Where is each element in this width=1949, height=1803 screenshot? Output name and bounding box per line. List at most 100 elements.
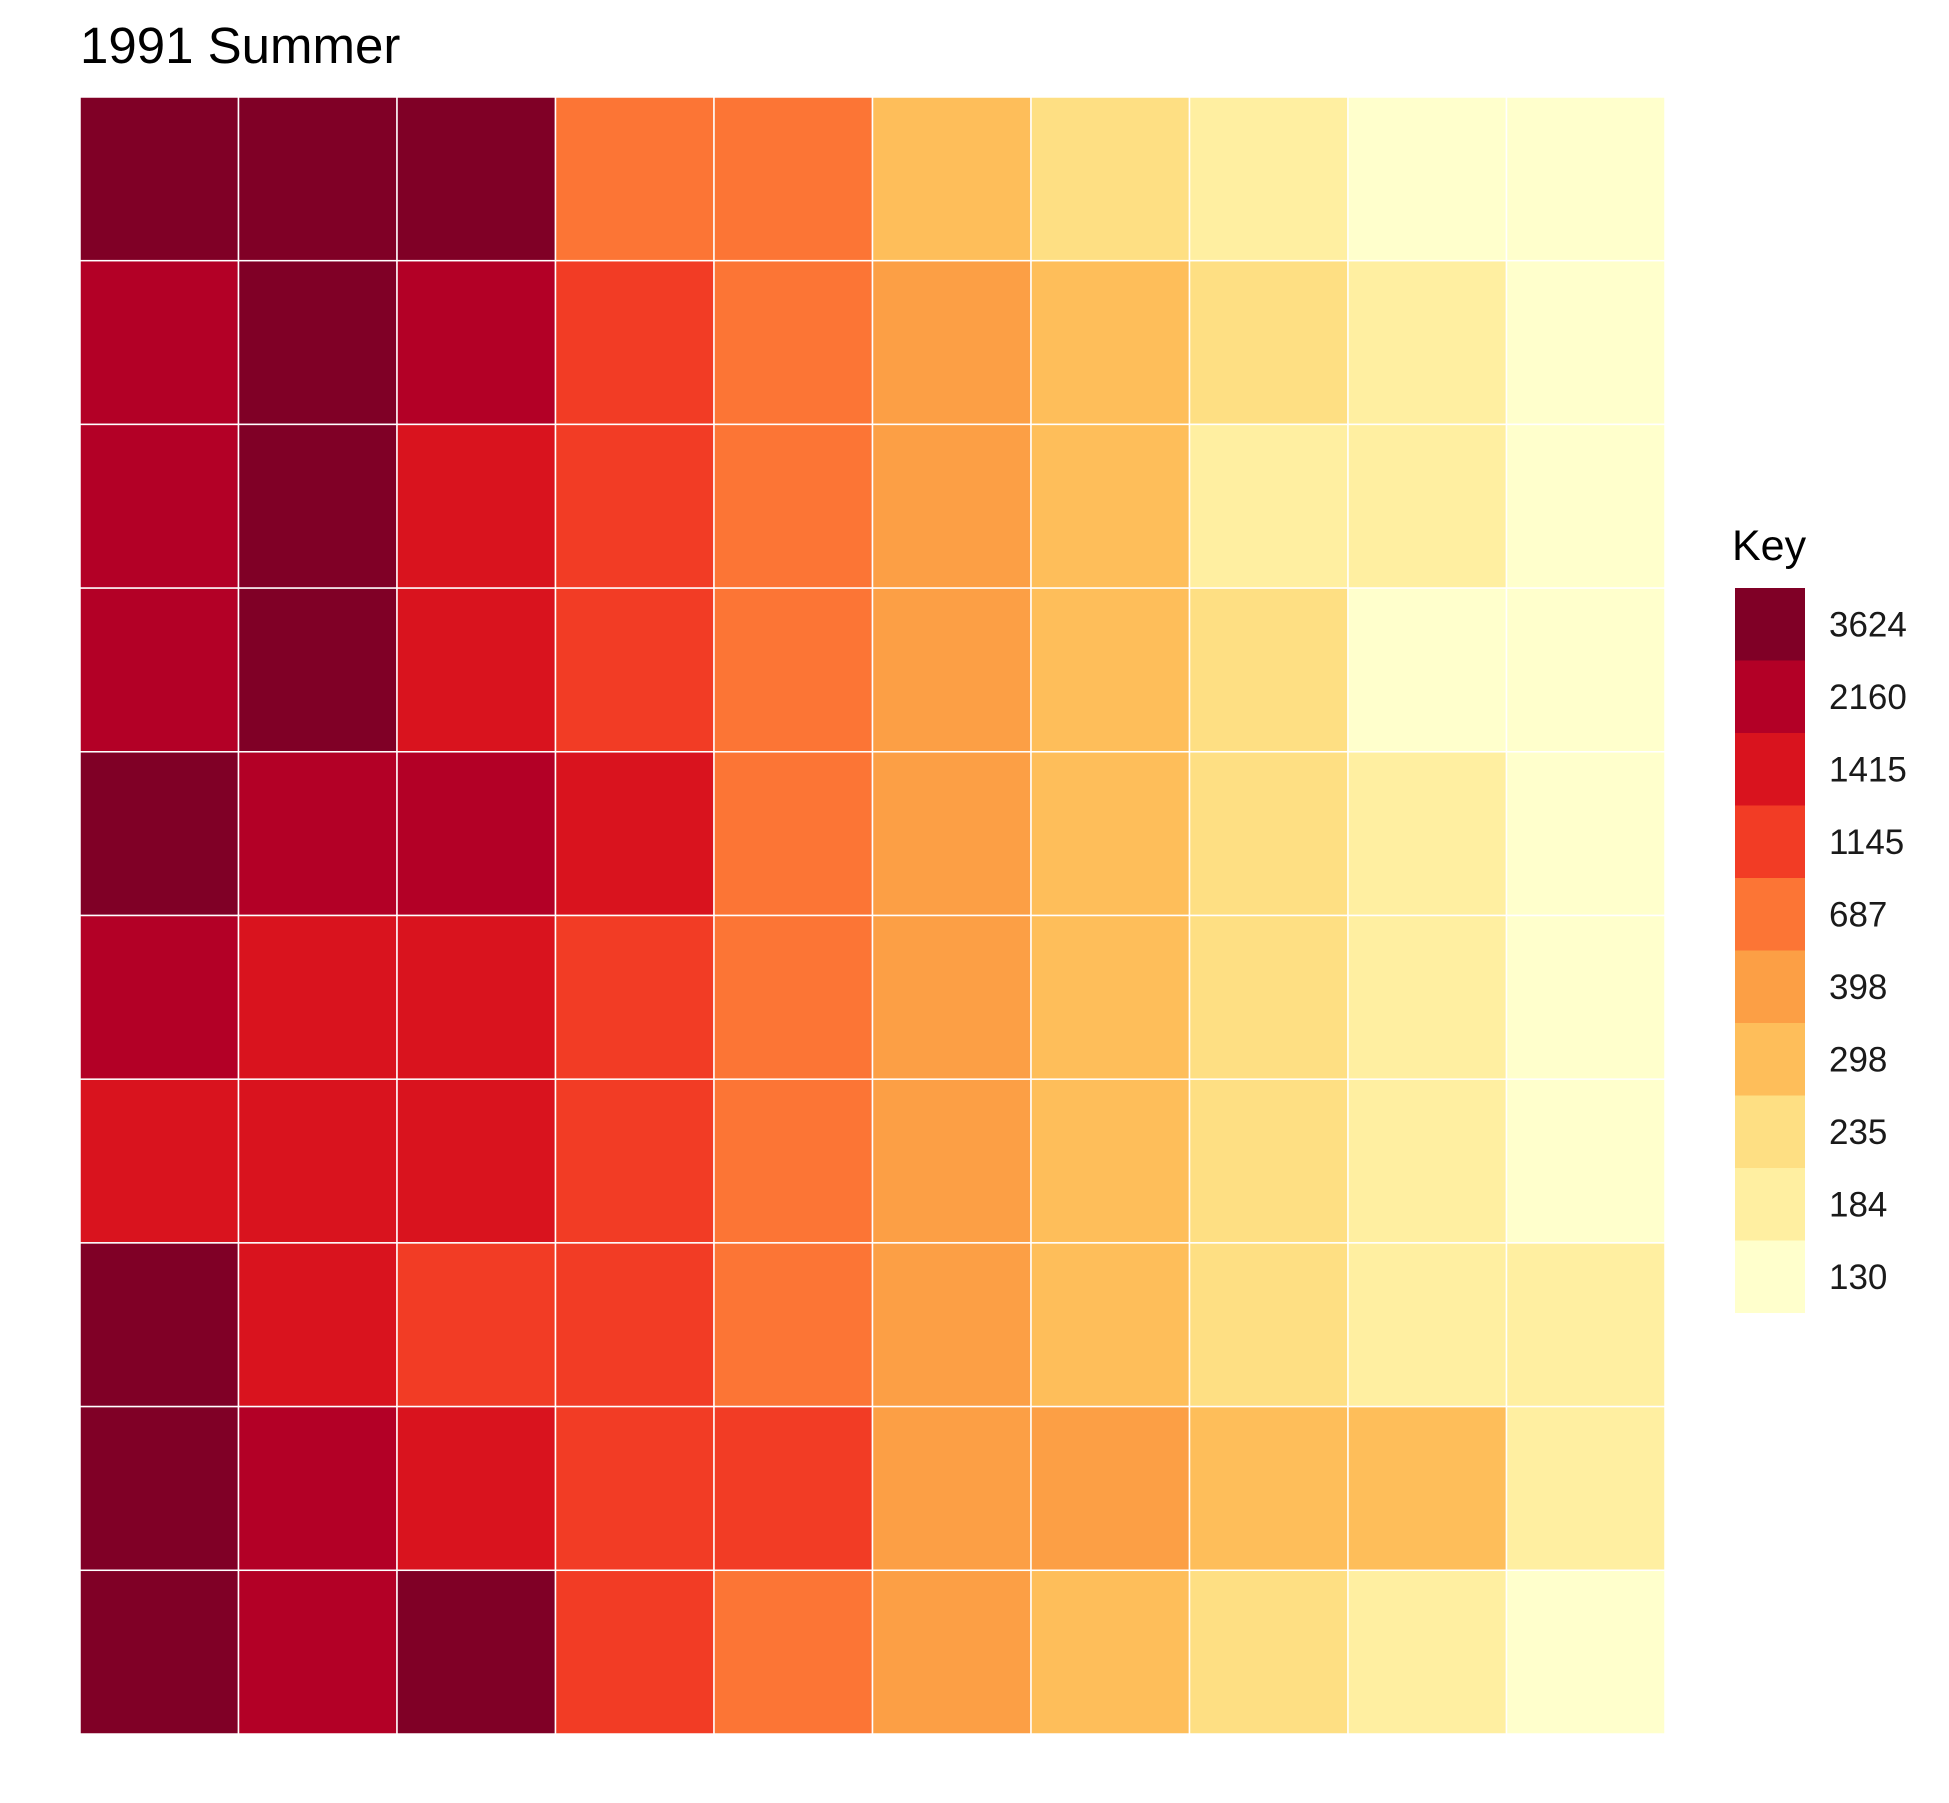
heatmap-cell	[1347, 96, 1508, 262]
heatmap-cell	[1188, 96, 1349, 262]
legend-key-swatch	[1735, 1023, 1805, 1096]
heatmap-cell	[1347, 1078, 1508, 1244]
heatmap-cell	[1030, 1078, 1191, 1244]
heatmap-cell	[713, 751, 874, 917]
heatmap-cell	[554, 914, 715, 1080]
heatmap-cell	[237, 1078, 398, 1244]
heatmap-cell	[237, 587, 398, 753]
heatmap-cell	[1347, 1242, 1508, 1408]
heatmap-cell	[1030, 587, 1191, 753]
heatmap-cell	[1188, 751, 1349, 917]
heatmap-cell	[1347, 1405, 1508, 1572]
heatmap-cell	[79, 587, 240, 753]
heatmap-cell	[713, 1569, 874, 1735]
heatmap-cell	[396, 587, 557, 753]
legend-key-swatch	[1735, 660, 1805, 733]
heatmap-cell	[871, 259, 1032, 426]
heatmap-cell	[396, 423, 557, 589]
legend-key-swatch	[1735, 1168, 1805, 1241]
heatmap-cell	[237, 1569, 398, 1735]
legend-key-swatch	[1735, 1240, 1805, 1313]
legend-keys: 3624 2160 1415 1145 687 398 298 235 184 130	[1735, 588, 1907, 1313]
heatmap-cell	[871, 423, 1032, 589]
legend-key-label: 130	[1829, 1258, 1887, 1297]
heatmap-cell	[1030, 1242, 1191, 1408]
heatmap-cell	[1347, 587, 1508, 753]
heatmap-cell	[79, 423, 240, 589]
heatmap-cell	[79, 1405, 240, 1572]
heatmap-cell	[1505, 96, 1666, 262]
legend-key-label: 298	[1829, 1040, 1887, 1079]
heatmap-cell	[1347, 423, 1508, 589]
heatmap-cell	[1188, 1242, 1349, 1408]
heatmap-cell	[554, 751, 715, 917]
legend-key-label: 2160	[1829, 678, 1907, 717]
heatmap-cell	[79, 1078, 240, 1244]
legend-key-swatch	[1735, 805, 1805, 878]
chart-title: 1991 Summer	[80, 17, 400, 74]
heatmap-cell	[1505, 914, 1666, 1080]
heatmap-cell	[1188, 1569, 1349, 1735]
heatmap-cell	[1347, 259, 1508, 426]
legend-title: Key	[1732, 522, 1807, 570]
heatmap-cell	[1030, 423, 1191, 589]
heatmap-cell	[713, 259, 874, 426]
heatmap-cell	[1188, 1078, 1349, 1244]
heatmap-cells	[79, 96, 1666, 1735]
legend-key-label: 235	[1829, 1113, 1887, 1152]
heatmap-cell	[1505, 751, 1666, 917]
heatmap-cell	[554, 1078, 715, 1244]
heatmap-cell	[1030, 259, 1191, 426]
heatmap-cell	[396, 1569, 557, 1735]
heatmap-cell	[1188, 587, 1349, 753]
heatmap-cell	[1347, 914, 1508, 1080]
heatmap-cell	[1505, 1405, 1666, 1572]
legend-key-label: 1415	[1829, 750, 1907, 789]
heatmap-cell	[554, 1569, 715, 1735]
heatmap-cell	[1030, 96, 1191, 262]
heatmap-cell	[713, 96, 874, 262]
heatmap-cell	[396, 1242, 557, 1408]
heatmap-cell	[554, 259, 715, 426]
heatmap-cell	[79, 1569, 240, 1735]
legend-key-label: 184	[1829, 1185, 1887, 1224]
heatmap-cell	[871, 914, 1032, 1080]
legend-key-swatch	[1735, 588, 1805, 661]
heatmap-cell	[79, 751, 240, 917]
heatmap-cell	[1030, 751, 1191, 917]
heatmap-cell	[1188, 914, 1349, 1080]
legend-key-swatch	[1735, 950, 1805, 1023]
heatmap-cell	[1505, 1078, 1666, 1244]
heatmap-cell	[396, 1405, 557, 1572]
heatmap-cell	[1505, 423, 1666, 589]
heatmap-cell	[396, 751, 557, 917]
heatmap-cell	[1030, 1569, 1191, 1735]
heatmap-cell	[1505, 259, 1666, 426]
heatmap-cell	[1030, 1405, 1191, 1572]
heatmap-cell	[237, 1242, 398, 1408]
legend-key-swatch	[1735, 733, 1805, 806]
heatmap-cell	[871, 1405, 1032, 1572]
heatmap-cell	[713, 1242, 874, 1408]
heatmap-cell	[1188, 1405, 1349, 1572]
heatmap-cell	[871, 1242, 1032, 1408]
heatmap-cell	[554, 423, 715, 589]
heatmap-cell	[713, 423, 874, 589]
heatmap-cell	[237, 423, 398, 589]
heatmap-cell	[396, 914, 557, 1080]
heatmap-cell	[871, 587, 1032, 753]
heatmap-cell	[237, 914, 398, 1080]
heatmap-cell	[1505, 1242, 1666, 1408]
heatmap-cell	[79, 259, 240, 426]
legend-key-label: 1145	[1829, 823, 1904, 862]
heatmap-cell	[554, 1242, 715, 1408]
legend-key-label: 398	[1829, 968, 1887, 1007]
heatmap-cell	[713, 1405, 874, 1572]
legend-key-swatch	[1735, 878, 1805, 951]
heatmap-cell	[1505, 587, 1666, 753]
heatmap-cell	[79, 914, 240, 1080]
heatmap-cell	[871, 1569, 1032, 1735]
heatmap-cell	[554, 587, 715, 753]
heatmap-cell	[554, 96, 715, 262]
